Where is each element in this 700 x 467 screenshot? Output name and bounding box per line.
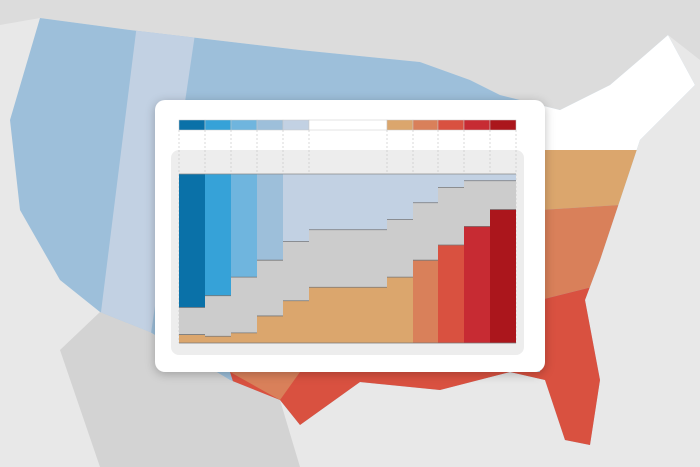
legend-swatch [463, 119, 491, 131]
bar-above [464, 174, 490, 181]
bar-near-normal [231, 277, 257, 333]
bar-below [283, 300, 309, 343]
legend-swatch [412, 119, 439, 131]
legend-swatch [204, 119, 232, 131]
bar-below [257, 315, 283, 343]
legend-swatch [437, 119, 465, 131]
bar-below [413, 260, 438, 343]
bar-above [309, 174, 387, 230]
bar-near-normal [179, 307, 205, 335]
mexico-land [60, 312, 300, 467]
probability-chart [178, 119, 517, 344]
bar-above [231, 174, 257, 278]
legend-swatch [256, 119, 284, 131]
legend-swatch [178, 119, 206, 131]
bar-above [179, 174, 205, 308]
legend-swatch [489, 119, 517, 131]
bar-above [257, 174, 283, 261]
region-below-1 [540, 150, 695, 210]
bar-near-normal [438, 187, 464, 245]
bar-near-normal [490, 180, 516, 210]
outlook-chart-card [155, 100, 545, 372]
bar-below [309, 287, 387, 343]
bar-above [387, 174, 413, 220]
bar-near-normal [257, 260, 283, 316]
bar-below [490, 209, 516, 343]
legend-swatch [230, 119, 258, 131]
region-below-2 [540, 200, 695, 300]
bar-near-normal [309, 229, 387, 288]
region-below-band [230, 372, 300, 400]
legend-swatch [386, 119, 414, 131]
bar-above [490, 174, 516, 181]
bar-below [438, 244, 464, 343]
bar-above [283, 174, 309, 242]
bar-below [205, 336, 231, 343]
bar-near-normal [205, 295, 231, 337]
bar-below [231, 332, 257, 343]
legend-swatch [282, 119, 310, 131]
bar-above [205, 174, 231, 296]
bar-above [413, 174, 438, 203]
region-above-light [100, 18, 200, 340]
bar-near-normal [387, 219, 413, 278]
bar-below [464, 226, 490, 343]
legend-swatch [308, 119, 388, 131]
bar-above [438, 174, 464, 188]
bar-near-normal [413, 202, 438, 261]
bar-below [387, 277, 413, 343]
bar-below [179, 334, 205, 343]
bar-near-normal [464, 180, 490, 227]
bar-near-normal [283, 241, 309, 301]
